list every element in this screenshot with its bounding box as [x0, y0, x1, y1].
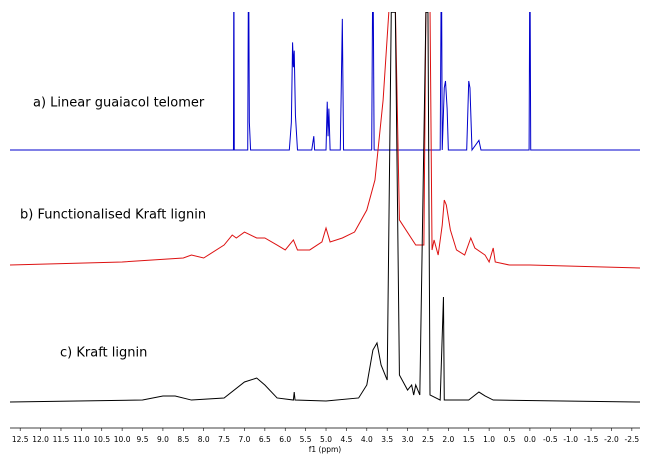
x-tick-label: 11.5 [53, 435, 70, 444]
x-tick-label: 0.5 [504, 435, 516, 444]
x-tick-label: -1.0 [563, 435, 578, 444]
x-tick-label: 0.0 [524, 435, 536, 444]
x-tick-label: 11.0 [73, 435, 90, 444]
x-tick-label: 5.5 [300, 435, 312, 444]
x-tick-label: 9.0 [157, 435, 169, 444]
x-tick-label: 12.5 [12, 435, 29, 444]
x-tick-label: 10.5 [93, 435, 110, 444]
x-tick-label: 7.0 [238, 435, 250, 444]
x-tick-label: 6.0 [279, 435, 291, 444]
x-tick-label: -2.0 [604, 435, 619, 444]
x-tick-label: 4.5 [340, 435, 352, 444]
series-label: c) Kraft lignin [60, 346, 147, 361]
x-tick-label: 7.5 [218, 435, 230, 444]
x-tick-label: 8.5 [177, 435, 189, 444]
x-tick-label: -2.5 [625, 435, 640, 444]
spectrum-line [9, 12, 641, 403]
x-tick-label: 12.0 [32, 435, 49, 444]
x-tick-label: 9.5 [137, 435, 149, 444]
series-label: b) Functionalised Kraft lignin [20, 208, 206, 223]
x-tick-label: 10.0 [114, 435, 131, 444]
x-axis-label: f1 (ppm) [309, 445, 342, 454]
spectrum-line [10, 12, 640, 152]
series-label: a) Linear guaiacol telomer [33, 96, 205, 111]
x-tick-label: -0.5 [543, 435, 558, 444]
x-tick-label: 3.5 [381, 435, 393, 444]
x-tick-label: 6.5 [259, 435, 271, 444]
x-tick-label: 1.5 [463, 435, 475, 444]
x-tick-label: 2.0 [442, 435, 454, 444]
x-tick-label: 8.0 [198, 435, 210, 444]
x-tick-label: 2.5 [422, 435, 434, 444]
x-tick-label: 4.0 [361, 435, 373, 444]
spectrum-line [9, 12, 641, 269]
x-tick-label: 3.0 [402, 435, 414, 444]
x-tick-label: 5.0 [320, 435, 332, 444]
plot-area [9, 12, 641, 403]
x-tick-label: 1.0 [483, 435, 495, 444]
x-tick-label: -1.5 [584, 435, 599, 444]
